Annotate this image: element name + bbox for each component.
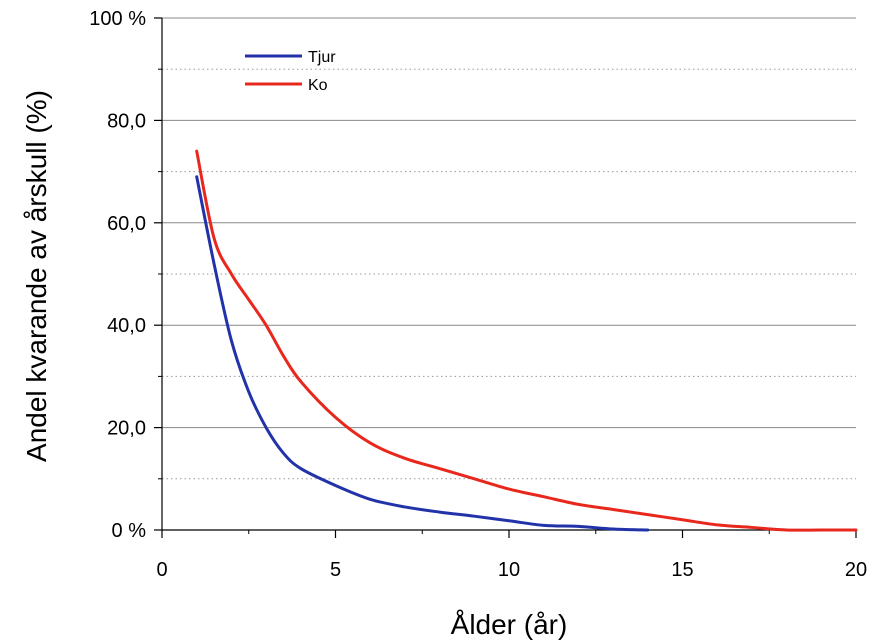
- series-lines: [195, 149, 858, 532]
- y-tick-label: 100 %: [89, 8, 146, 30]
- y-axis-title: Andel kvarande av årskull (%): [21, 90, 52, 462]
- x-axis-title: Ålder (år): [451, 609, 568, 640]
- axes: [154, 17, 857, 538]
- legend-label-tjur: Tjur: [308, 49, 336, 66]
- series-line-tjur: [195, 175, 650, 532]
- x-tick-label: 10: [498, 559, 520, 581]
- x-tick-label: 20: [845, 559, 867, 581]
- x-tick-label: 5: [330, 559, 341, 581]
- y-tick-label: 20,0: [107, 418, 146, 440]
- y-tick-label: 60,0: [107, 213, 146, 235]
- legend: Tjur Ko: [245, 49, 336, 94]
- x-tick-label: 15: [671, 559, 693, 581]
- grid-lines: [162, 17, 856, 480]
- x-tick-label: 0: [156, 559, 167, 581]
- y-tick-label: 40,0: [107, 315, 146, 337]
- tick-labels: 0 % 20,0 40,0 60,0 80,0 100 % 0 5 10 15 20: [89, 8, 867, 581]
- legend-label-ko: Ko: [308, 77, 328, 94]
- series-line-ko: [195, 149, 858, 532]
- y-tick-label: 0 %: [112, 520, 147, 542]
- y-tick-label: 80,0: [107, 110, 146, 132]
